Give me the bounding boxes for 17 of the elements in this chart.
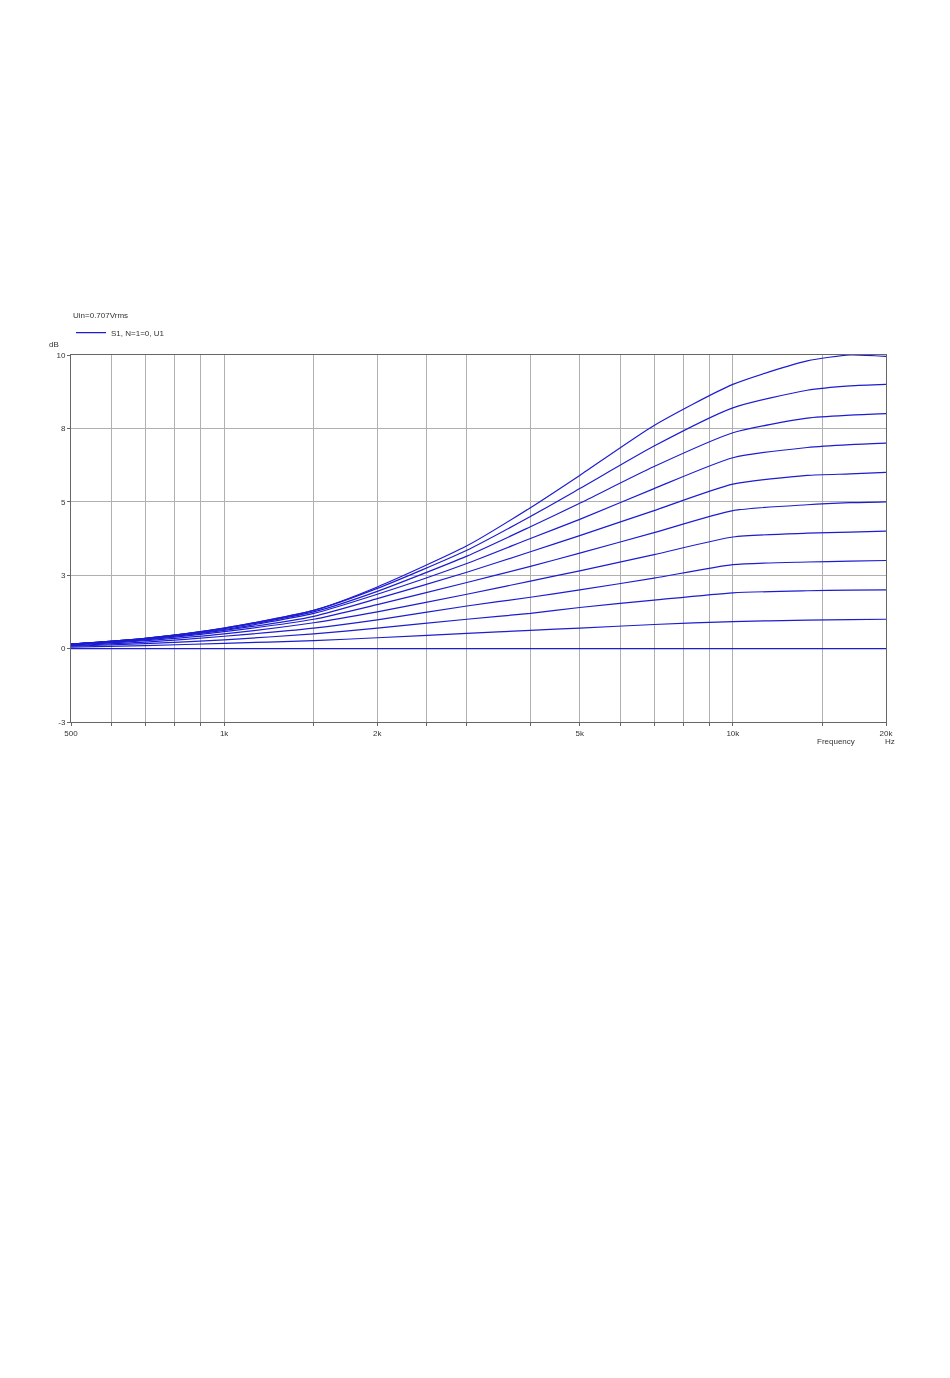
y-tick-label: 5 <box>60 497 66 507</box>
y-tick-label: 3 <box>60 571 66 580</box>
y-tick-label: 8 <box>60 424 66 434</box>
y-tick-label: 0 <box>60 644 66 654</box>
x-tick-label: 20k <box>879 728 894 738</box>
x-tick-label: 10k <box>726 728 741 738</box>
x-tick-label: 1k <box>219 728 230 738</box>
y-tick-label: -3 <box>58 717 66 727</box>
x-tick-label: 5k <box>575 728 585 738</box>
x-tick-label: 2k <box>373 728 383 738</box>
x-tick-label: 500 <box>64 728 79 738</box>
y-axis-title: dB <box>49 340 59 349</box>
legend-title: Uin=0.707Vrms <box>73 311 129 321</box>
y-tick-label: 10 <box>56 350 66 360</box>
legend-label: S1, N=1=0, U1 <box>111 328 165 338</box>
text: Hz <box>885 737 895 746</box>
x-axis-title: Frequency <box>817 737 855 746</box>
